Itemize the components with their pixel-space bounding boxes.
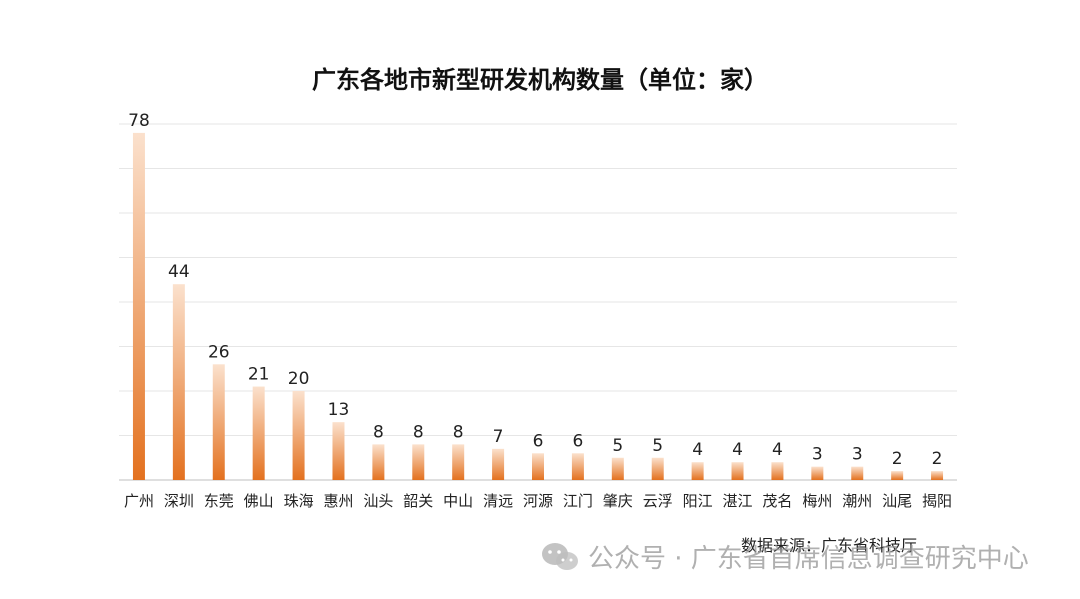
bar	[851, 466, 864, 480]
category-label: 阳江	[683, 492, 713, 510]
gridlines	[119, 123, 957, 481]
data-label: 21	[248, 365, 270, 385]
data-label: 78	[128, 111, 150, 131]
category-label: 汕头	[363, 492, 393, 510]
category-label: 深圳	[164, 492, 194, 510]
data-label: 6	[572, 431, 583, 451]
source-note: 数据来源：广东省科技厅	[741, 536, 918, 555]
category-label: 惠州	[323, 492, 353, 510]
data-label: 8	[413, 422, 424, 442]
category-label: 中山	[443, 492, 473, 510]
category-label: 东莞	[204, 492, 234, 510]
bar	[691, 462, 704, 480]
bar	[132, 132, 145, 480]
category-label: 湛江	[723, 492, 753, 510]
chart-title: 广东各地市新型研发机构数量（单位：家）	[312, 65, 768, 94]
category-label: 汕尾	[882, 492, 912, 510]
bar	[731, 462, 744, 480]
watermark-text: 公众号 · 广东省首席信息调查研究中心	[588, 544, 1029, 574]
bar	[771, 462, 784, 480]
data-label: 13	[328, 400, 350, 420]
bar	[931, 471, 944, 480]
bar	[492, 448, 505, 480]
category-label: 佛山	[244, 492, 274, 510]
bar	[212, 364, 225, 480]
data-label: 2	[932, 449, 943, 469]
data-label: 20	[288, 369, 310, 389]
bar	[611, 457, 624, 480]
bar	[651, 457, 664, 480]
bar	[532, 453, 544, 480]
bar	[252, 386, 265, 480]
category-label: 韶关	[403, 492, 433, 510]
category-label: 广州	[124, 492, 154, 510]
data-label: 6	[533, 431, 544, 451]
category-label: 河源	[523, 492, 553, 510]
category-label: 清远	[483, 492, 513, 510]
data-label: 3	[852, 445, 863, 465]
category-label: 梅州	[802, 492, 832, 510]
bar	[172, 284, 185, 480]
bar	[372, 444, 385, 480]
data-label: 5	[612, 436, 623, 456]
bar	[811, 466, 824, 480]
category-label: 云浮	[643, 492, 673, 510]
data-label: 8	[453, 422, 464, 442]
data-label: 44	[168, 262, 190, 282]
category-label: 茂名	[762, 492, 792, 510]
category-label: 揭阳	[922, 492, 952, 510]
bar	[891, 471, 904, 480]
data-label: 8	[373, 422, 384, 442]
data-label: 4	[732, 440, 743, 460]
category-labels: 广州 深圳 东莞 佛山 珠海 惠州 汕头 韶关 中山 清远 河源 江门 肇庆 云浮 阳江 湛江 茂名 梅州 潮州 汕尾…	[124, 492, 952, 510]
category-label: 江门	[563, 492, 593, 510]
wechat-icon	[542, 542, 578, 570]
data-label: 4	[772, 440, 783, 460]
category-label: 肇庆	[603, 492, 633, 510]
data-label: 4	[692, 440, 703, 460]
watermark: 公众号 · 广东省首席信息调查研究中心	[540, 538, 1029, 575]
bar	[332, 422, 345, 480]
data-label: 2	[892, 449, 903, 469]
data-label: 3	[812, 445, 823, 465]
bar	[571, 453, 584, 480]
data-label: 7	[493, 427, 504, 447]
bar	[292, 391, 305, 480]
bars	[132, 132, 944, 480]
category-label: 潮州	[842, 492, 872, 510]
category-label: 珠海	[284, 492, 314, 510]
data-label: 5	[652, 436, 663, 456]
bar	[452, 444, 465, 480]
data-label: 26	[208, 342, 230, 362]
bar	[412, 444, 425, 480]
